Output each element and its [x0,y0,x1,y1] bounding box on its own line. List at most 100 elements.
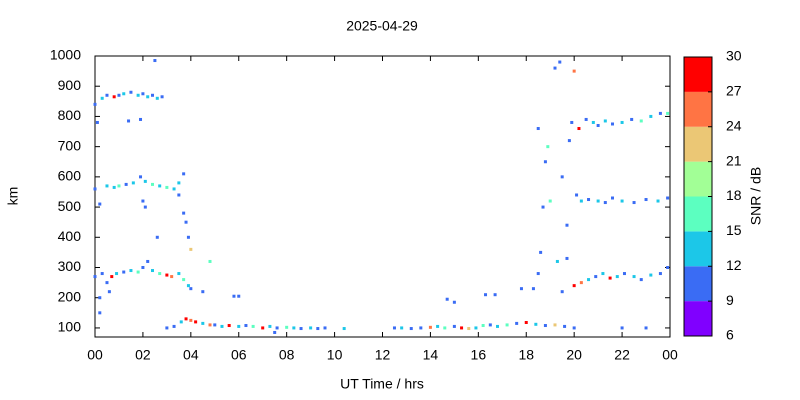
data-point [436,324,440,328]
colorbar-tick-label: 30 [726,48,742,64]
data-point [177,181,181,185]
data-point [100,272,104,276]
data-point [292,326,296,330]
data-point [261,326,265,330]
data-point [93,102,97,106]
data-point [536,127,540,131]
data-point [172,324,176,328]
data-point [460,326,464,330]
data-point [129,90,133,94]
data-point [127,119,131,123]
data-point [112,95,116,99]
data-point [232,294,236,298]
data-point [268,324,272,328]
data-point [467,327,471,331]
data-point [155,96,159,100]
data-point [237,324,241,328]
data-point [146,259,150,263]
data-point [649,273,653,277]
data-point [560,175,564,179]
data-point [534,322,538,326]
data-point [160,95,164,99]
data-point [481,324,485,328]
x-tick-label: 22 [614,347,630,363]
data-point [107,290,111,294]
data-point [560,290,564,294]
data-point [189,287,193,291]
data-point [541,205,545,209]
data-point [194,320,198,324]
data-point [129,269,133,273]
data-point [170,275,174,279]
data-point [213,323,217,327]
x-tick-label: 14 [423,347,439,363]
data-point [124,182,128,186]
data-point [577,127,581,131]
data-point [639,278,643,282]
data-point [98,296,102,300]
data-point [122,270,126,274]
data-point [594,275,598,279]
y-tick-label: 900 [58,77,82,93]
data-point [98,202,102,206]
colorbar-tick-label: 18 [726,187,742,203]
data-point [611,196,614,200]
data-point [419,326,423,330]
x-tick-label: 04 [183,347,199,363]
data-point [622,272,626,276]
data-point [445,297,449,301]
data-point [208,323,212,327]
x-tick-label: 02 [135,347,151,363]
data-point [244,324,248,328]
data-point [524,320,528,324]
data-point [189,318,193,322]
data-point [488,323,492,327]
data-point [155,235,159,239]
data-point [400,326,404,330]
data-point [584,117,588,121]
data-point [603,201,607,205]
data-point [220,324,224,328]
data-point [644,198,648,202]
data-point [611,122,614,126]
data-point [122,92,126,96]
data-point [158,184,162,188]
data-point [519,287,523,291]
data-point [666,266,670,270]
data-point [201,290,205,294]
data-point [428,325,432,329]
data-point [158,272,162,276]
colorbar-bin [684,126,712,162]
data-point [543,324,547,328]
data-point [112,185,116,189]
data-point [587,198,591,202]
data-point [182,211,186,215]
data-point [474,326,478,330]
y-tick-label: 700 [58,137,82,153]
data-point [139,117,143,121]
data-point [632,201,636,205]
data-point [452,300,456,304]
data-point [182,172,186,176]
data-point [95,120,99,124]
data-point [285,325,289,329]
data-point [186,284,190,288]
colorbar-tick-label: 27 [726,83,742,99]
data-point [505,323,509,327]
x-tick-label: 12 [375,347,391,363]
data-point [184,220,188,224]
data-point [237,294,241,298]
data-point [543,160,547,164]
data-point [165,326,169,330]
x-tick-label: 00 [662,347,678,363]
data-point [620,199,624,203]
data-point [587,278,591,282]
data-point [93,187,97,191]
data-point [555,259,559,263]
colorbar-bin [684,91,712,127]
x-tick-label: 20 [566,347,582,363]
data-point [165,273,169,277]
data-point [548,199,552,203]
data-point [565,256,569,260]
